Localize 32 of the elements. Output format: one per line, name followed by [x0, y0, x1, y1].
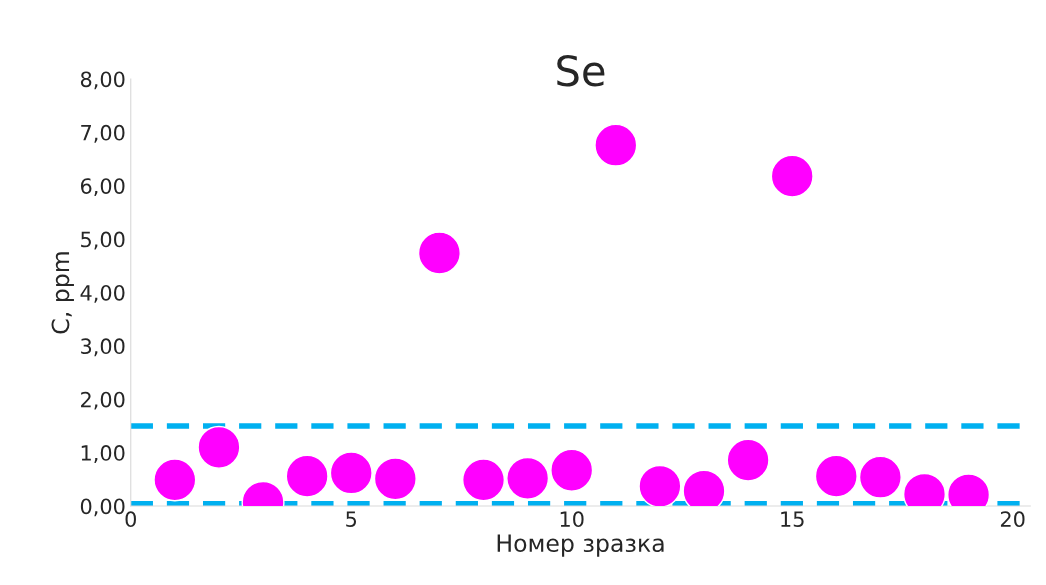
- point: [197, 425, 241, 469]
- x-tick-label: 5: [346, 511, 357, 528]
- y-axis-title: C, ppm: [51, 252, 74, 334]
- point: [417, 231, 461, 275]
- y-tick-label: 8,00: [80, 71, 125, 90]
- point: [814, 454, 858, 498]
- point: [285, 454, 329, 498]
- point: [770, 154, 814, 198]
- point: [550, 448, 594, 492]
- point: [506, 456, 550, 500]
- point: [638, 464, 682, 507]
- chart-title: Se: [557, 54, 605, 87]
- point: [594, 123, 638, 167]
- x-tick-label: 0: [125, 511, 136, 528]
- point: [329, 451, 373, 495]
- x-tick-label: 20: [1000, 511, 1025, 528]
- point: [153, 458, 197, 502]
- y-tick-label: 7,00: [81, 124, 125, 143]
- y-tick-label: 0,00: [80, 498, 125, 517]
- point: [726, 438, 770, 482]
- point: [858, 455, 902, 499]
- point: [373, 457, 417, 501]
- x-tick-label: 15: [781, 511, 804, 528]
- y-tick-label: 3,00: [81, 338, 125, 357]
- x-axis-title: Номер зразка: [497, 534, 664, 557]
- point: [461, 458, 506, 502]
- y-tick-label: 4,00: [80, 284, 125, 303]
- y-tick-label: 5,00: [81, 231, 125, 250]
- x-tick-label: 10: [560, 511, 584, 528]
- y-tick-label: 2,00: [81, 391, 125, 410]
- y-tick-label: 6,00: [80, 178, 125, 197]
- y-tick-label: 1,00: [81, 445, 125, 463]
